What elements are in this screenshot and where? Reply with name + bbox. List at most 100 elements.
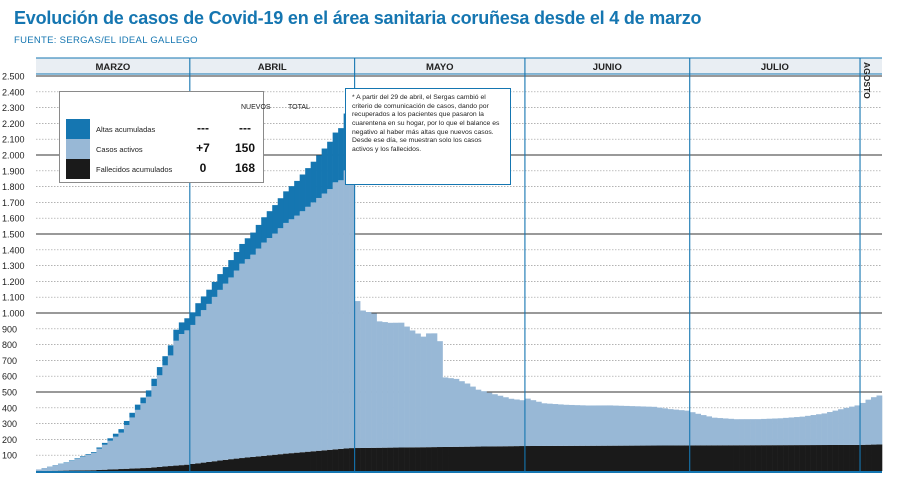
bar-fallecidos [101, 469, 108, 471]
bar-fallecidos [810, 445, 817, 471]
bar-activos [739, 419, 745, 446]
bar-activos [387, 322, 394, 448]
bar-activos [590, 405, 597, 446]
bar-altas [74, 458, 81, 459]
bar-fallecidos [579, 445, 586, 471]
y-tick-label: 100 [2, 451, 17, 461]
bar-activos [327, 189, 333, 450]
y-tick-label: 1.400 [2, 245, 25, 255]
bar-fallecidos [871, 444, 877, 471]
legend: NUEVOS TOTAL Altas acumuladas --- --- Ca… [59, 91, 310, 183]
bar-fallecidos [744, 445, 751, 471]
bar-fallecidos [398, 447, 405, 471]
bar-activos [552, 404, 559, 446]
bar-activos [634, 406, 641, 446]
bar-activos [673, 409, 680, 446]
bar-activos [469, 386, 476, 447]
legend-total-activos: 150 [234, 141, 256, 155]
bar-activos [134, 409, 141, 469]
bar-fallecidos [184, 464, 191, 471]
bar-activos [579, 405, 586, 446]
bar-fallecidos [865, 444, 872, 471]
bar-activos [601, 405, 608, 446]
bar-activos [46, 466, 53, 471]
bar-fallecidos [667, 445, 674, 471]
bar-fallecidos [530, 445, 537, 471]
bar-fallecidos [524, 446, 531, 471]
bar-altas [123, 420, 130, 426]
bar-altas [184, 318, 191, 331]
bar-fallecidos [393, 447, 399, 471]
bar-fallecidos [349, 448, 355, 471]
bar-activos [788, 417, 795, 446]
bar-activos [695, 413, 702, 446]
bar-fallecidos [563, 445, 570, 471]
bar-activos [321, 193, 328, 451]
y-tick-label: 2.000 [2, 151, 25, 161]
bar-activos [145, 396, 152, 468]
bar-altas [107, 438, 114, 441]
bar-fallecidos [860, 444, 866, 471]
bar-activos [310, 202, 317, 452]
bar-activos [744, 419, 751, 446]
bar-fallecidos [233, 458, 240, 471]
bar-fallecidos [272, 454, 279, 471]
bar-activos [184, 330, 191, 465]
y-tick-label: 1.800 [2, 182, 25, 192]
bar-fallecidos [437, 447, 443, 471]
bar-fallecidos [876, 444, 883, 471]
bar-altas [211, 281, 218, 297]
bar-fallecidos [794, 445, 800, 471]
bar-activos [607, 405, 614, 446]
bar-activos [766, 418, 773, 446]
bar-activos [755, 419, 762, 446]
bar-fallecidos [409, 447, 416, 471]
y-tick-label: 600 [2, 372, 17, 382]
bar-fallecidos [480, 446, 487, 471]
y-tick-label: 700 [2, 356, 17, 366]
bar-activos [85, 454, 92, 471]
y-tick-label: 2.100 [2, 135, 25, 145]
bar-activos [442, 377, 449, 447]
bar-fallecidos [228, 459, 235, 471]
bar-activos [404, 326, 410, 448]
bar-altas [294, 180, 300, 216]
bar-fallecidos [821, 445, 828, 471]
bar-activos [871, 397, 877, 445]
bar-fallecidos [140, 468, 147, 471]
bar-activos [354, 301, 361, 449]
bar-altas [101, 442, 108, 445]
bar-activos [211, 296, 218, 462]
bar-activos [563, 404, 570, 446]
bar-activos [513, 399, 520, 447]
bar-activos [508, 398, 515, 447]
bar-fallecidos [387, 447, 394, 471]
bar-activos [524, 398, 531, 447]
bar-activos [480, 391, 487, 447]
bar-activos [36, 469, 42, 471]
month-label: ABRIL [258, 62, 287, 73]
bar-activos [162, 365, 169, 467]
bar-altas [338, 128, 344, 181]
legend-header-nuevos: NUEVOS [241, 104, 271, 111]
bar-activos [821, 413, 828, 446]
bar-fallecidos [634, 445, 641, 471]
bar-activos [217, 289, 224, 461]
bar-altas [118, 429, 125, 433]
bar-fallecidos [585, 445, 592, 471]
bar-altas [272, 205, 279, 234]
bar-activos [90, 452, 97, 471]
bar-fallecidos [261, 455, 268, 471]
bar-activos [618, 405, 625, 446]
bar-activos [640, 406, 647, 446]
bar-fallecidos [607, 445, 614, 471]
bar-altas [316, 155, 322, 198]
bar-fallecidos [134, 468, 141, 471]
bar-activos [288, 219, 295, 454]
y-tick-label: 2.200 [2, 119, 25, 129]
bar-activos [568, 404, 575, 446]
bar-activos [612, 405, 619, 446]
bar-activos [101, 444, 108, 470]
bar-fallecidos [448, 446, 454, 471]
bar-fallecidos [277, 454, 284, 471]
